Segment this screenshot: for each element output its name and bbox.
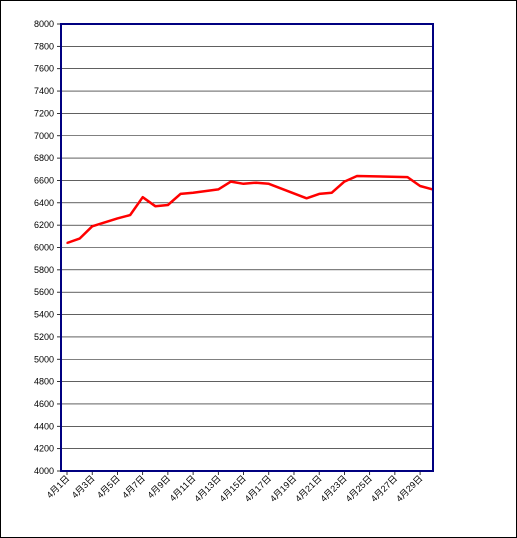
y-tick-label: 7400 [34, 86, 54, 96]
grid-lines [57, 23, 433, 472]
y-tick-label: 8000 [34, 19, 54, 29]
y-tick-label: 5000 [34, 354, 54, 364]
y-tick-label: 7800 [34, 41, 54, 51]
plot-area [60, 23, 434, 472]
y-tick-label: 7600 [34, 64, 54, 74]
x-tick-label: 4月5日 [95, 473, 122, 500]
data-point [78, 237, 81, 240]
series-line-0 [66, 174, 434, 245]
data-point [255, 181, 257, 184]
x-tick-label: 4月17日 [243, 473, 273, 503]
y-tick-label: 6600 [34, 175, 54, 185]
series-group [66, 174, 434, 245]
x-tick-label: 4月23日 [318, 473, 348, 503]
y-tick-label: 4800 [34, 377, 54, 387]
x-tick-label: 4月7日 [120, 473, 147, 500]
x-tick-label: 4月19日 [268, 473, 298, 503]
data-point [66, 242, 68, 244]
data-point [356, 175, 358, 177]
x-tick-label: 4月1日 [45, 473, 72, 500]
y-tick-label: 5400 [34, 310, 54, 320]
y-tick-label: 5200 [34, 332, 54, 342]
x-tick-label: 4月13日 [192, 473, 222, 503]
x-tick-label: 4月15日 [218, 473, 248, 503]
y-tick-label: 7000 [34, 131, 54, 141]
data-point [331, 191, 333, 194]
y-tick-label: 6000 [34, 243, 54, 253]
data-point [230, 180, 232, 183]
data-point [318, 193, 321, 195]
data-point [91, 225, 93, 228]
data-point [179, 193, 182, 195]
x-tick-label: 4月3日 [70, 473, 97, 500]
y-tick-label: 4200 [34, 444, 54, 454]
data-point [129, 214, 131, 216]
y-tick-label: 4600 [34, 399, 54, 409]
data-point [192, 191, 194, 194]
data-point [268, 183, 270, 185]
y-tick-label: 6400 [34, 198, 54, 208]
x-axis-labels: 4月1日4月3日4月5日4月7日4月9日4月11日4月13日4月15日4月17日… [45, 471, 424, 504]
data-point [242, 183, 245, 185]
y-tick-label: 7200 [34, 108, 54, 118]
data-point [141, 196, 144, 198]
y-tick-label: 5800 [34, 265, 54, 275]
y-tick-label: 6200 [34, 220, 54, 230]
data-point [154, 205, 157, 207]
y-tick-label: 6800 [34, 153, 54, 163]
data-point [419, 185, 421, 187]
x-tick-label: 4月21日 [293, 473, 323, 503]
data-point [406, 176, 409, 178]
y-tick-label: 4400 [34, 421, 54, 431]
x-tick-label: 4月29日 [394, 473, 424, 503]
y-axis-labels: 4000 4200 4400 4600 4800 5000 5200 5400 5600 5800… [34, 19, 54, 476]
y-tick-label: 4000 [34, 466, 54, 476]
data-point [305, 197, 308, 200]
data-point [116, 217, 119, 220]
data-point [343, 180, 346, 183]
y-tick-label: 5600 [34, 287, 54, 297]
x-tick-label: 4月25日 [344, 473, 374, 503]
x-tick-label: 4月27日 [369, 473, 399, 503]
data-point [217, 188, 220, 191]
data-point [167, 204, 169, 206]
